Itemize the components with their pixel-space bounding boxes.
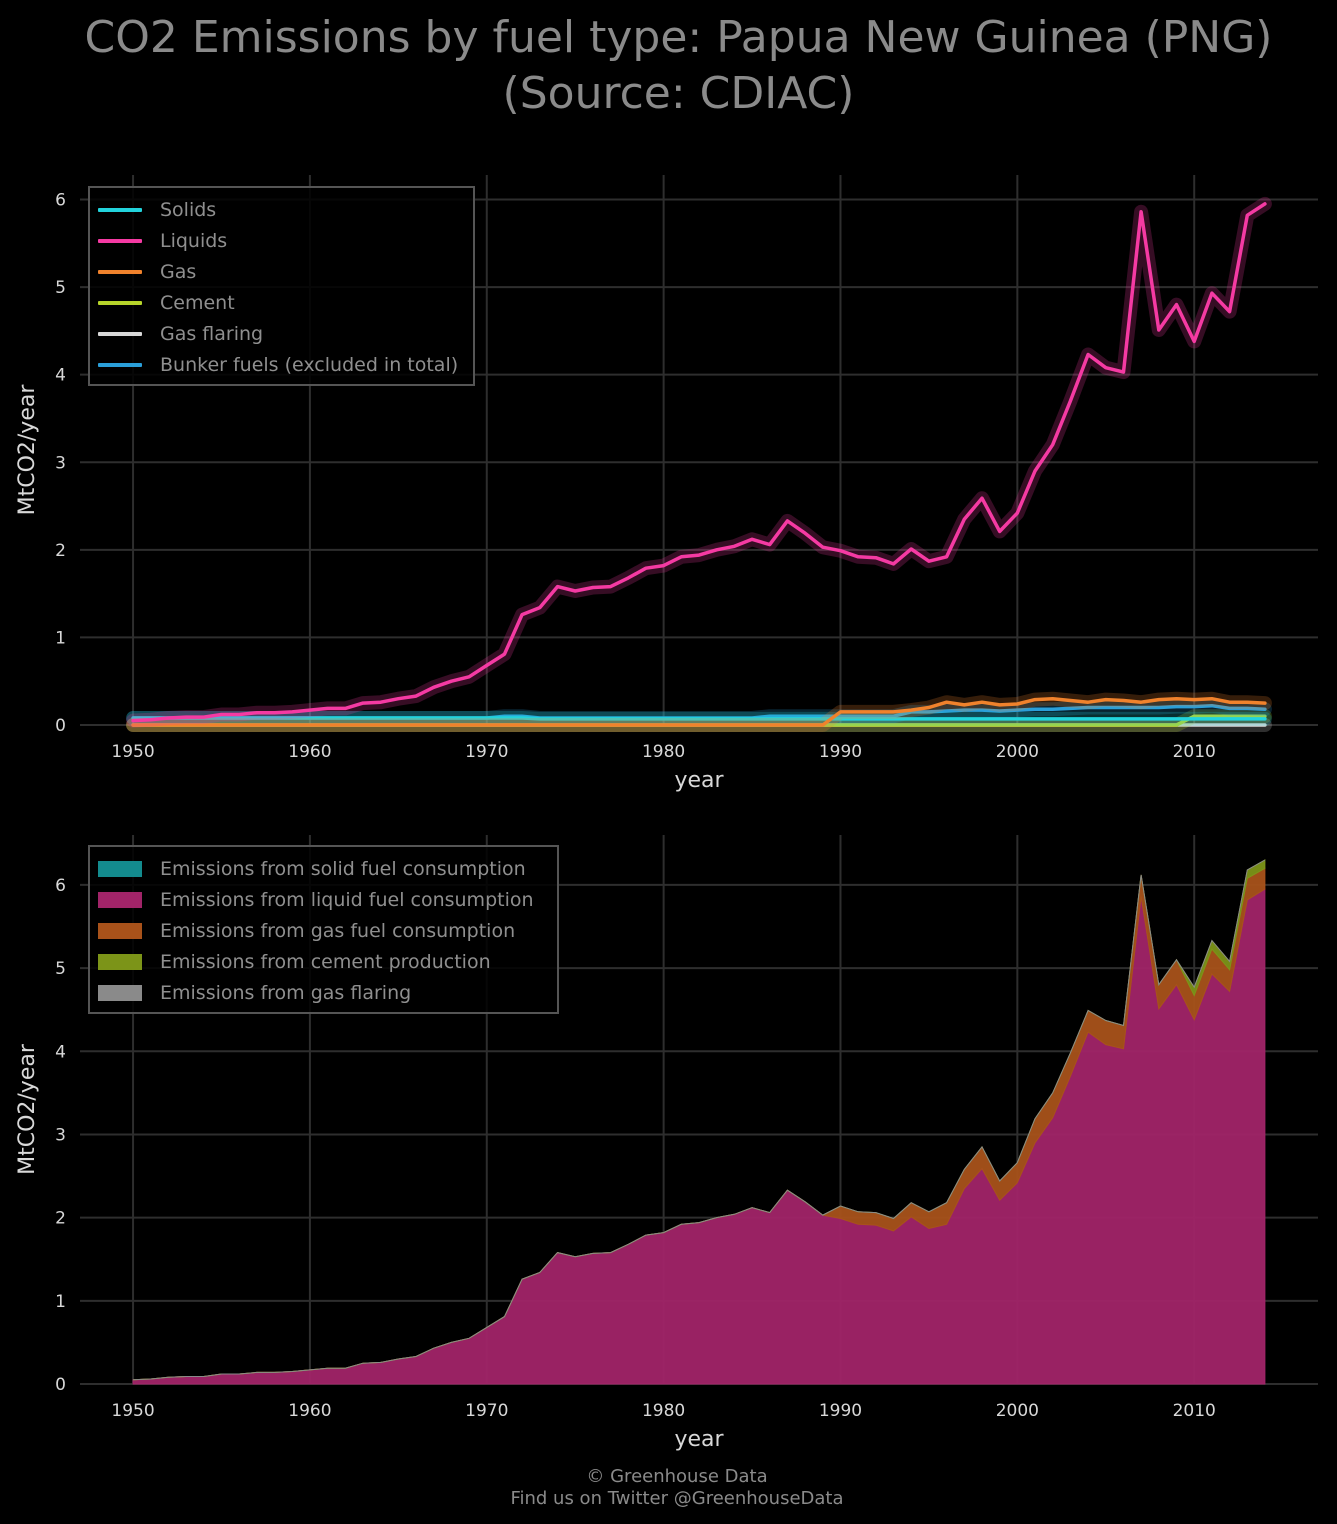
legend-swatch [98,300,142,305]
chart2-xtick-label: 1970 [465,1401,508,1421]
chart1-ytick-label: 2 [55,541,66,561]
legend-label: Cement [160,291,235,314]
legend-item: Gas [98,256,463,287]
chart1-xlabel: year [674,768,724,793]
legend-swatch [98,984,142,1001]
chart2-xtick-label: 1950 [111,1401,154,1421]
chart1-xtick-label: 1950 [111,742,154,762]
chart1-xtick-label: 2010 [1173,742,1216,762]
legend-item: Emissions from liquid fuel consumption [98,884,547,915]
legend-swatch [98,331,142,336]
legend-label: Emissions from solid fuel consumption [160,857,526,880]
legend-label: Liquids [160,229,228,252]
chart2-xlabel: year [674,1427,724,1452]
chart1-ytick-label: 3 [55,453,66,473]
legend-item: Emissions from gas flaring [98,977,547,1008]
chart2-ytick-label: 3 [55,1125,66,1145]
legend-item: Gas flaring [98,318,463,349]
legend-swatch [98,953,142,970]
chart1-ytick-label: 1 [55,628,66,648]
chart2-ytick-label: 4 [55,1042,66,1062]
area-gas-flaring [133,859,1266,1381]
legend-item: Emissions from solid fuel consumption [98,853,547,884]
chart1-xtick-label: 1990 [819,742,862,762]
chart1-ytick-label: 6 [55,191,66,211]
legend-item: Solids [98,194,463,225]
legend-label: Solids [160,198,217,221]
chart-title: CO2 Emissions by fuel type: Papua New Gu… [0,10,1337,122]
legend-item: Bunker fuels (excluded in total) [98,349,463,380]
legend-label: Emissions from gas fuel consumption [160,919,516,942]
chart2-xtick-label: 1960 [288,1401,331,1421]
chart2-xtick-label: 2000 [996,1401,1039,1421]
title-line-1: CO2 Emissions by fuel type: Papua New Gu… [84,12,1273,63]
chart1-ytick-label: 0 [55,716,66,736]
legend-item: Emissions from gas fuel consumption [98,915,547,946]
line-chart-legend: Solids Liquids Gas Cement Gas flaring Bunker … [88,186,475,386]
legend-item: Cement [98,287,463,318]
chart2-ytick-label: 0 [55,1375,66,1395]
legend-swatch [98,362,142,367]
chart1-ylabel: MtCO2/year [15,384,40,516]
series-line-solids [131,716,1267,721]
chart2-ytick-label: 6 [55,876,66,896]
series-line-gas [131,696,1267,727]
legend-swatch [98,269,142,274]
legend-swatch [98,207,142,212]
line-chart: 1950 1960 1970 1980 1990 2000 2010 0 1 2 3 4 5 6 year M… [15,175,1318,793]
chart2-xtick-label: 2010 [1173,1401,1216,1421]
chart1-xtick-label: 2000 [996,742,1039,762]
legend-swatch [98,238,142,243]
area-chart-legend: Emissions from solid fuel consumption Emi… [88,845,559,1014]
chart1-ytick-label: 5 [55,278,66,298]
chart2-xtick-label: 1980 [642,1401,685,1421]
legend-label: Emissions from liquid fuel consumption [160,888,534,911]
legend-label: Emissions from cement production [160,950,491,973]
chart2-xtick-label: 1990 [819,1401,862,1421]
credit-line-1: © Greenhouse Data [586,1466,768,1487]
legend-label: Gas flaring [160,322,264,345]
legend-label: Gas [160,260,197,283]
credit-line-2: Find us on Twitter @GreenhouseData [510,1488,844,1509]
legend-swatch [98,922,142,939]
chart1-xtick-label: 1960 [288,742,331,762]
chart2-ytick-label: 1 [55,1292,66,1312]
title-line-2: (Source: CDIAC) [502,68,855,119]
legend-swatch [98,891,142,908]
chart2-ylabel: MtCO2/year [15,1043,40,1175]
chart1-ytick-label: 4 [55,366,66,386]
legend-label: Bunker fuels (excluded in total) [160,353,459,376]
legend-label: Emissions from gas flaring [160,981,412,1004]
legend-item: Liquids [98,225,463,256]
chart1-xtick-label: 1980 [642,742,685,762]
legend-item: Emissions from cement production [98,946,547,977]
series-line-liquids [131,202,1267,723]
legend-swatch [98,860,142,877]
chart2-ytick-label: 5 [55,959,66,979]
chart1-xtick-label: 1970 [465,742,508,762]
chart2-ytick-label: 2 [55,1209,66,1229]
